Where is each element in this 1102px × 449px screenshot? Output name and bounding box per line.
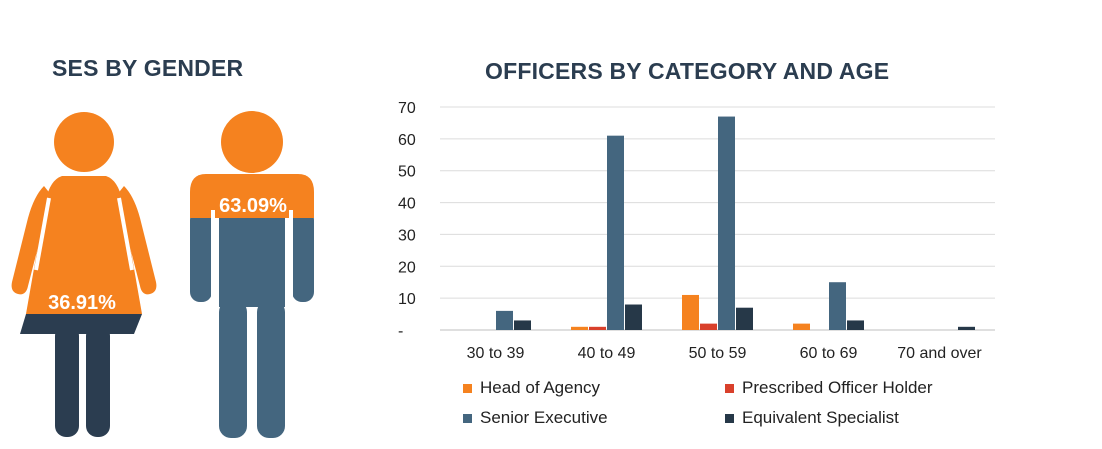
legend-item: Prescribed Officer Holder	[725, 378, 975, 398]
x-axis-ticks: 30 to 39 40 to 49 50 to 59 60 to 69 70 and o…	[467, 345, 983, 362]
bar-equivalent-specialist	[958, 326, 975, 330]
bar-prescribed-officer-holder	[589, 326, 606, 330]
bar-senior-executive	[607, 135, 624, 330]
x-tick-label: 60 to 69	[800, 345, 858, 362]
gender-figures: 36.91% 63.09%	[11, 111, 314, 438]
female-dress-upper	[26, 176, 142, 314]
y-tick-label: 60	[398, 132, 416, 149]
legend-swatch	[463, 413, 472, 423]
female-dress-lower	[20, 314, 142, 334]
female-arm-gap-right	[117, 197, 134, 271]
x-tick-label: 50 to 59	[689, 345, 747, 362]
gender-title: SES BY GENDER	[52, 55, 244, 81]
legend-label: Senior Executive	[480, 408, 608, 427]
bar-equivalent-specialist	[847, 320, 864, 330]
female-right-arm	[116, 186, 157, 295]
bar-senior-executive	[496, 310, 513, 330]
bar-prescribed-officer-holder	[700, 323, 717, 330]
legend-label: Head of Agency	[480, 378, 601, 397]
female-percentage: 36.91%	[48, 292, 116, 314]
legend-swatch	[725, 413, 734, 423]
y-axis-ticks: - 10 20 30 40 50 60 70	[398, 100, 416, 340]
bar-senior-executive	[718, 116, 735, 330]
y-tick-label: 20	[398, 259, 416, 276]
legend-swatch	[463, 383, 472, 393]
male-head-icon	[221, 111, 283, 173]
legend-label: Prescribed Officer Holder	[742, 378, 933, 397]
male-torso-upper	[190, 174, 314, 218]
male-right-leg	[257, 300, 285, 438]
x-tick-label: 40 to 49	[578, 345, 636, 362]
y-tick-label: 40	[398, 196, 416, 213]
y-tick-label: -	[398, 323, 403, 340]
male-right-arm	[292, 210, 314, 302]
bar-equivalent-specialist	[736, 307, 753, 330]
female-left-arm	[11, 186, 53, 295]
y-tick-label: 50	[398, 164, 416, 181]
female-head-icon	[54, 112, 114, 172]
female-arm-gap-left	[34, 197, 51, 271]
bar-equivalent-specialist	[514, 320, 531, 330]
female-left-leg	[55, 325, 79, 437]
chart-legend: Head of Agency Prescribed Officer Holder S…	[463, 378, 975, 428]
chart-title: OFFICERS BY CATEGORY AND AGE	[485, 58, 890, 84]
legend-item: Equivalent Specialist	[725, 408, 975, 428]
male-left-arm	[190, 210, 212, 302]
bar-head-of-agency	[571, 326, 588, 330]
y-tick-label: 10	[398, 291, 416, 308]
chart-bars	[496, 116, 975, 330]
male-torso-lower	[219, 217, 285, 307]
chart-gridlines	[440, 106, 995, 331]
y-tick-label: 30	[398, 227, 416, 244]
legend-item: Head of Agency	[463, 378, 725, 398]
female-figure-icon: 36.91%	[11, 112, 157, 437]
bar-head-of-agency	[793, 323, 810, 330]
legend-item: Senior Executive	[463, 408, 725, 428]
bar-head-of-agency	[682, 294, 699, 330]
y-tick-label: 70	[398, 100, 416, 117]
male-figure-icon: 63.09%	[190, 111, 314, 438]
bar-senior-executive	[829, 282, 846, 330]
x-tick-label: 70 and over	[897, 345, 982, 362]
bar-equivalent-specialist	[625, 304, 642, 330]
x-tick-label: 30 to 39	[467, 345, 525, 362]
legend-label: Equivalent Specialist	[742, 408, 899, 427]
male-percentage: 63.09%	[219, 195, 287, 217]
legend-swatch	[725, 383, 734, 393]
female-right-leg	[86, 325, 110, 437]
male-left-leg	[219, 300, 247, 438]
